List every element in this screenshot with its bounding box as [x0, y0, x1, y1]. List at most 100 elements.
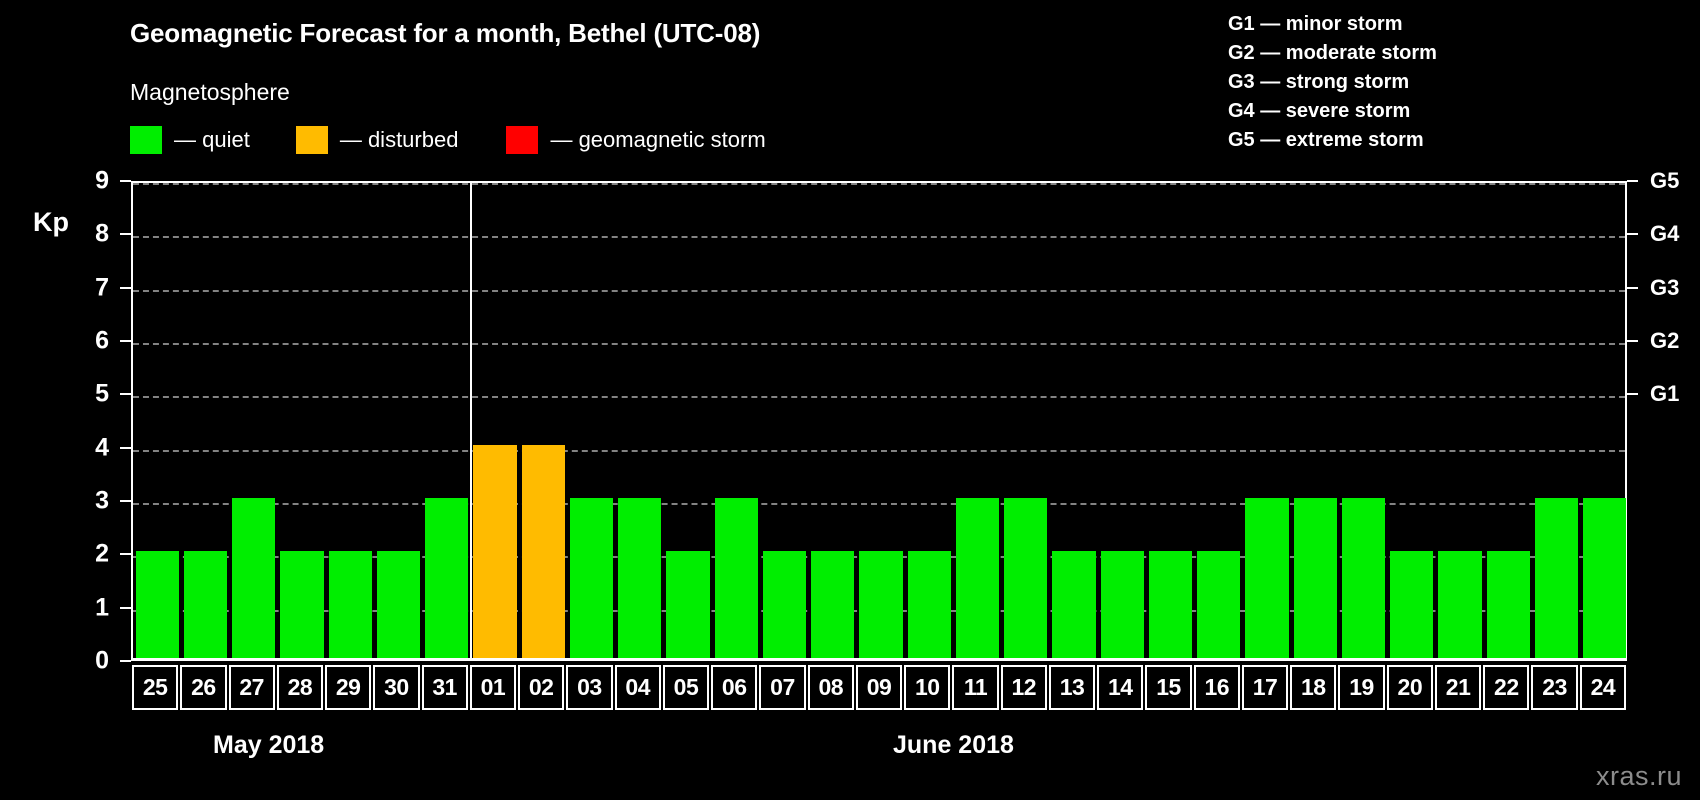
legend-swatch-disturbed [295, 126, 328, 154]
day-label-16[interactable]: 16 [1193, 665, 1240, 710]
day-label-01[interactable]: 01 [469, 665, 517, 710]
kp-tick-mark-2 [120, 553, 131, 556]
gridline-kp-7 [133, 289, 1625, 292]
kp-tick-mark-7 [120, 286, 131, 289]
bar-day-04[interactable] [618, 498, 662, 658]
legend-item-storm: — geomagnetic storm [506, 126, 766, 154]
bar-day-30[interactable] [376, 551, 421, 658]
day-label-30[interactable]: 30 [373, 665, 420, 710]
bar-day-15[interactable] [1148, 551, 1193, 658]
g-legend-row-1: G1 — minor storm [1228, 13, 1403, 35]
bar-day-17[interactable] [1245, 498, 1289, 658]
g-legend-row-5: G5 — extreme storm [1228, 129, 1424, 151]
bar-day-26[interactable] [183, 551, 227, 658]
day-label-22[interactable]: 22 [1483, 665, 1530, 710]
day-label-02[interactable]: 02 [518, 665, 565, 710]
bar-day-28[interactable] [280, 551, 324, 658]
bar-day-16[interactable] [1197, 551, 1241, 658]
kp-tick-mark-1 [120, 606, 131, 609]
day-label-27[interactable]: 27 [228, 665, 275, 710]
day-label-03[interactable]: 03 [566, 665, 613, 710]
kp-tick-mark-6 [120, 340, 131, 342]
day-label-17[interactable]: 17 [1241, 665, 1289, 710]
kp-tick-label-0: 0 [95, 646, 109, 675]
day-label-04[interactable]: 04 [614, 665, 661, 710]
day-label-28[interactable]: 28 [276, 665, 324, 710]
g-scale-axis: G1 G2 G3 G4 G5 [1627, 168, 1700, 661]
bar-day-03[interactable] [569, 498, 614, 658]
g-axis-tick-g1 [1627, 393, 1638, 396]
gridline-kp-6 [133, 343, 1625, 345]
bar-day-24[interactable] [1583, 498, 1627, 658]
legend-item-quiet: — quiet [130, 126, 250, 154]
bar-day-05[interactable] [666, 551, 710, 658]
gridline-kp-9 [133, 183, 1625, 185]
bar-day-06[interactable] [714, 498, 758, 658]
bar-day-09[interactable] [859, 551, 903, 658]
bar-day-07[interactable] [762, 551, 807, 658]
bar-day-23[interactable] [1534, 498, 1579, 658]
bar-day-02[interactable] [521, 444, 565, 658]
bar-day-27[interactable] [232, 498, 276, 658]
bar-day-25[interactable] [135, 551, 179, 658]
day-label-10[interactable]: 10 [904, 665, 951, 710]
day-label-15[interactable]: 15 [1145, 665, 1192, 710]
day-label-20[interactable]: 20 [1386, 665, 1433, 710]
kp-tick-label-4: 4 [95, 433, 109, 462]
bar-day-13[interactable] [1052, 551, 1096, 658]
day-label-21[interactable]: 21 [1434, 665, 1482, 710]
day-label-31[interactable]: 31 [421, 665, 468, 710]
day-label-06[interactable]: 06 [711, 665, 758, 710]
bar-day-31[interactable] [425, 498, 469, 658]
day-label-19[interactable]: 19 [1338, 665, 1385, 710]
month-label-may: May 2018 [213, 731, 325, 759]
bar-day-18[interactable] [1293, 498, 1337, 658]
day-label-24[interactable]: 24 [1579, 665, 1626, 710]
g-axis-tick-g2 [1627, 340, 1638, 342]
legend-item-disturbed: — disturbed [295, 126, 458, 154]
day-label-23[interactable]: 23 [1531, 665, 1578, 710]
bar-day-29[interactable] [328, 551, 372, 658]
bar-day-01[interactable] [473, 444, 517, 658]
plot-inner [133, 181, 1627, 658]
day-label-08[interactable]: 08 [807, 665, 854, 710]
day-label-18[interactable]: 18 [1290, 665, 1337, 710]
day-label-11[interactable]: 11 [952, 665, 999, 710]
bar-day-08[interactable] [811, 551, 855, 658]
kp-tick-mark-5 [120, 393, 131, 396]
day-label-07[interactable]: 07 [759, 665, 806, 710]
kp-tick-label-5: 5 [95, 379, 109, 408]
g-scale-legend: G1 — minor storm G2 — moderate storm G3 — … [1228, 10, 1437, 155]
day-label-12[interactable]: 12 [1000, 665, 1047, 710]
gridline-kp-8 [133, 236, 1625, 239]
bar-day-10[interactable] [907, 551, 951, 658]
g-legend-row-3: G3 — strong storm [1228, 71, 1410, 93]
bar-day-20[interactable] [1390, 551, 1434, 658]
bar-day-11[interactable] [955, 498, 1000, 658]
day-label-25[interactable]: 25 [132, 665, 179, 710]
kp-tick-label-2: 2 [95, 539, 109, 568]
g-axis-label-g4: G4 [1650, 221, 1680, 247]
page-title: Geomagnetic Forecast for a month, Bethel… [130, 18, 761, 48]
day-label-14[interactable]: 14 [1097, 665, 1144, 710]
magnetosphere-legend: — quiet — disturbed — geomagnetic storm [130, 126, 766, 154]
bar-day-19[interactable] [1341, 498, 1386, 658]
day-label-29[interactable]: 29 [325, 665, 372, 710]
day-label-05[interactable]: 05 [662, 665, 710, 710]
bar-day-12[interactable] [1004, 498, 1048, 658]
bar-day-22[interactable] [1486, 551, 1530, 658]
g-axis-label-g1: G1 [1650, 381, 1680, 407]
day-label-26[interactable]: 26 [180, 665, 227, 710]
watermark: xras.ru [1595, 761, 1682, 791]
bar-series [133, 183, 1627, 658]
day-label-13[interactable]: 13 [1048, 665, 1096, 710]
g-legend-row-2: G2 — moderate storm [1228, 42, 1437, 64]
plot-area [131, 181, 1627, 661]
day-label-09[interactable]: 09 [855, 665, 903, 710]
month-label-june: June 2018 [893, 731, 1014, 759]
kp-tick-label-9: 9 [95, 166, 109, 195]
bar-day-21[interactable] [1438, 551, 1482, 658]
bar-day-14[interactable] [1100, 551, 1144, 658]
kp-tick-mark-4 [120, 446, 131, 449]
